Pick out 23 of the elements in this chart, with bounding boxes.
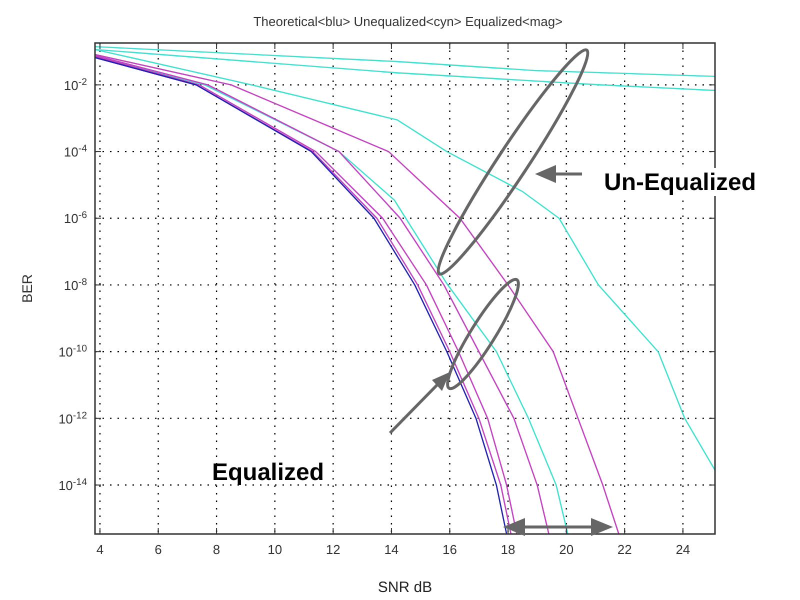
y-tick-label: 10$^{-12}$ (58, 410, 87, 426)
x-tick-label: 10 (268, 542, 282, 557)
y-tick-label: 10$^{-6}$ (64, 210, 87, 226)
x-tick-label: 4 (96, 542, 104, 557)
x-tick-label: 6 (154, 542, 162, 557)
y-tick-label: 10$^{-2}$ (64, 76, 87, 93)
x-tick-label: 8 (212, 542, 220, 557)
x-tick-label: 24 (676, 542, 690, 557)
y-tick-label: 10$^{-4}$ (64, 143, 88, 160)
x-tick-label: 22 (617, 542, 632, 557)
x-tick-label: 12 (326, 542, 340, 557)
x-tick-label: 14 (384, 542, 399, 557)
y-tick-label: 10$^{-10}$ (58, 343, 88, 360)
annotation: Equalized (212, 459, 324, 486)
y-tick-label: 10$^{-8}$ (64, 276, 87, 293)
y-tick-label: 10$^{-14}$ (58, 476, 88, 494)
x-tick-label: 20 (559, 542, 574, 557)
x-tick-label: 16 (442, 542, 457, 557)
x-axis-title: SNR dB (378, 579, 432, 596)
y-axis-title: BER (19, 274, 35, 303)
annotation: Un-Equalized (604, 169, 756, 196)
chart-title: Theoretical<blu> Unequalized<cyn> Equalized<mag> (253, 14, 563, 29)
x-tick-label: 18 (500, 542, 516, 557)
